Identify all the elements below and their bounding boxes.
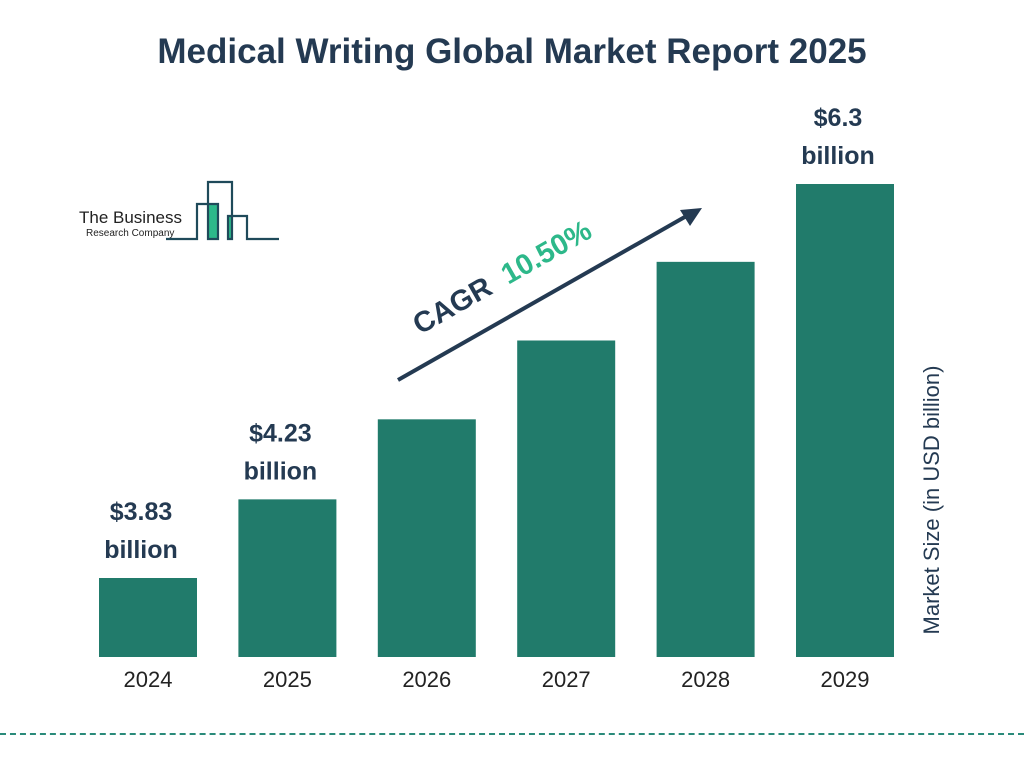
data-label-2029: $6.3 bbox=[814, 104, 863, 132]
x-tick-label: 2027 bbox=[542, 667, 591, 692]
arrow-head-icon bbox=[680, 208, 702, 226]
bar-2027 bbox=[517, 340, 616, 657]
data-label-2025: $4.23 bbox=[249, 419, 312, 447]
logo: The Business Research Company bbox=[79, 180, 279, 241]
bar-2026 bbox=[377, 419, 476, 657]
logo-text-line1: The Business bbox=[79, 208, 182, 227]
data-label-2024: billion bbox=[104, 536, 178, 564]
y-axis-label: Market Size (in USD billion) bbox=[919, 365, 944, 635]
x-tick-label: 2025 bbox=[263, 667, 312, 692]
bar-2028 bbox=[656, 261, 755, 657]
data-label-2025: billion bbox=[244, 457, 318, 485]
bar-2025 bbox=[238, 499, 337, 657]
chart-title: Medical Writing Global Market Report 202… bbox=[157, 32, 867, 71]
bottom-divider bbox=[0, 733, 1024, 735]
x-tick-label: 2029 bbox=[821, 667, 870, 692]
x-tick-label: 2026 bbox=[402, 667, 451, 692]
cagr-value: 10.50% bbox=[496, 214, 598, 291]
logo-text-line2: Research Company bbox=[86, 228, 174, 239]
x-tick-label: 2024 bbox=[124, 667, 173, 692]
x-tick-label: 2028 bbox=[681, 667, 730, 692]
data-label-2029: billion bbox=[801, 142, 875, 170]
data-label-2024: $3.83 bbox=[110, 498, 173, 526]
bar-2024 bbox=[99, 578, 197, 657]
bar-2029 bbox=[796, 184, 894, 657]
